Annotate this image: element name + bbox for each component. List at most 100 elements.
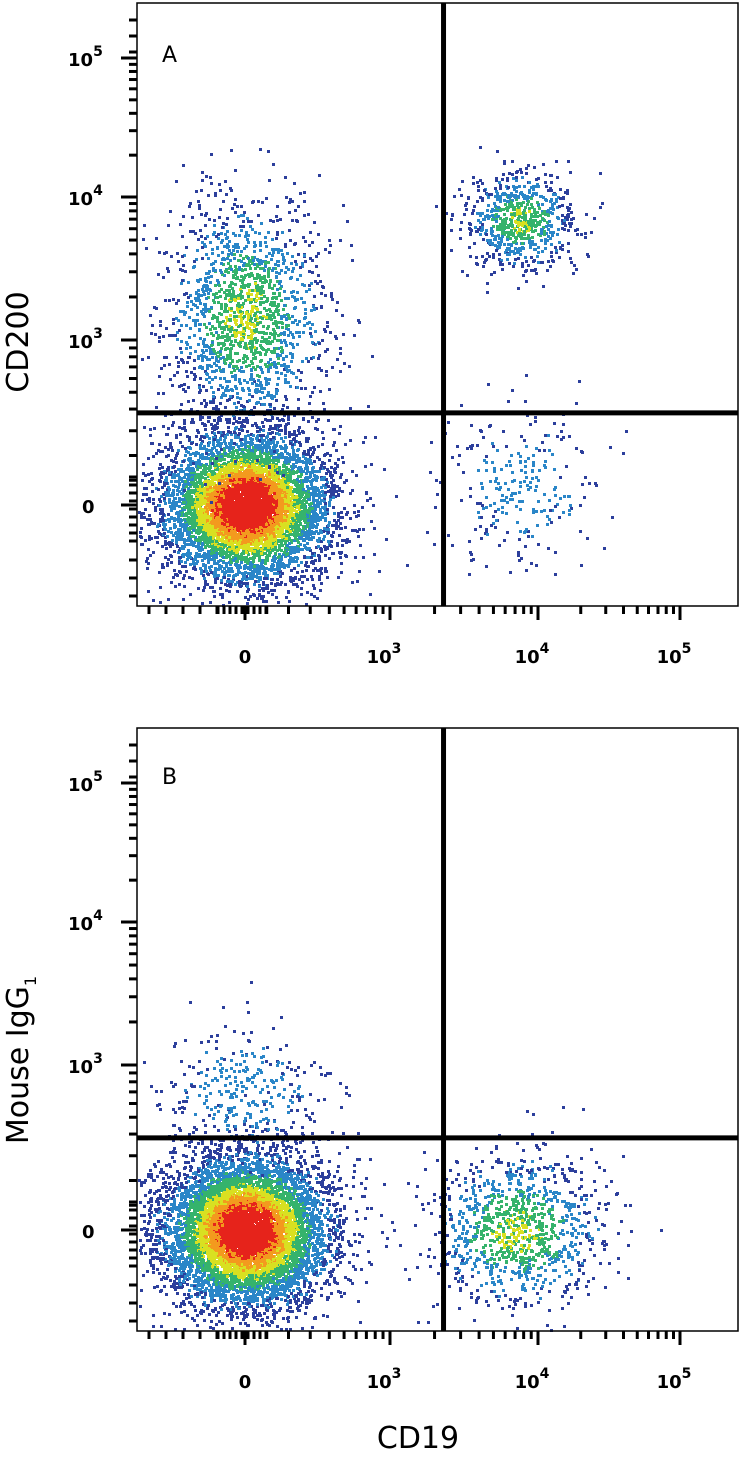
event-dot <box>283 414 286 417</box>
event-dot <box>203 552 206 555</box>
event-dot <box>308 526 311 529</box>
event-dot <box>277 528 280 531</box>
event-dot <box>189 453 192 456</box>
event-dot <box>354 556 357 559</box>
event-dot <box>275 399 278 402</box>
event-dot <box>287 528 290 531</box>
event-dot <box>285 596 288 599</box>
event-dot <box>195 545 198 548</box>
event-dot <box>241 538 244 541</box>
event-dot <box>309 475 312 478</box>
event-dot <box>150 521 153 524</box>
event-dot <box>211 427 214 430</box>
event-dot <box>357 514 360 517</box>
event-dot <box>182 470 185 473</box>
event-dot <box>273 448 276 451</box>
event-dot <box>228 601 231 604</box>
event-dot <box>217 408 220 411</box>
event-dot <box>244 532 247 535</box>
event-dot <box>207 453 210 456</box>
event-dot <box>296 483 299 486</box>
event-dot <box>374 436 377 439</box>
event-dot <box>312 512 315 515</box>
event-dot <box>246 585 249 588</box>
event-dot <box>323 476 326 479</box>
event-dot <box>178 497 181 500</box>
event-dot <box>186 478 189 481</box>
event-dot <box>178 560 181 563</box>
event-dot <box>252 560 255 563</box>
event-dot <box>282 553 285 556</box>
event-dot <box>270 503 273 506</box>
event-dot <box>228 590 231 593</box>
event-dot <box>264 483 267 486</box>
event-dot <box>229 563 232 566</box>
event-dot <box>303 497 306 500</box>
event-dot <box>155 452 158 455</box>
event-dot <box>287 415 290 418</box>
event-dot <box>325 472 328 475</box>
event-dot <box>326 481 329 484</box>
event-dot <box>225 589 228 592</box>
event-dot <box>174 485 177 488</box>
event-dot <box>243 485 246 488</box>
dot-layer-a <box>138 146 628 607</box>
event-dot <box>148 497 151 500</box>
event-dot <box>247 450 250 453</box>
event-dot <box>323 527 326 530</box>
event-dot <box>321 461 324 464</box>
event-dot <box>170 531 173 534</box>
event-dot <box>300 505 303 508</box>
event-dot <box>279 575 282 578</box>
event-dot <box>282 469 285 472</box>
event-dot <box>351 489 354 492</box>
event-dot <box>178 562 181 565</box>
event-dot <box>303 512 306 515</box>
event-dot <box>204 535 207 538</box>
event-dot <box>237 401 240 404</box>
event-dot <box>271 449 274 452</box>
event-dot <box>372 504 375 507</box>
event-dot <box>292 583 295 586</box>
event-dot <box>266 443 269 446</box>
event-dot <box>292 463 295 466</box>
event-dot <box>265 441 268 444</box>
event-dot <box>230 534 233 537</box>
event-dot <box>205 473 208 476</box>
event-dot <box>157 488 160 491</box>
event-dot <box>239 556 242 559</box>
event-dot <box>148 523 151 526</box>
event-dot <box>337 493 340 496</box>
event-dot <box>193 473 196 476</box>
event-dot <box>215 554 218 557</box>
event-dot <box>333 519 336 522</box>
event-dot <box>270 472 273 475</box>
event-dot <box>150 537 153 540</box>
event-dot <box>260 562 263 565</box>
event-dot <box>197 515 200 518</box>
event-dot <box>293 517 296 520</box>
event-dot <box>247 558 250 561</box>
event-dot <box>215 477 218 480</box>
event-dot <box>152 599 155 602</box>
event-dot <box>190 543 193 546</box>
event-dot <box>205 433 208 436</box>
event-dot <box>351 470 354 473</box>
event-dot <box>314 506 317 509</box>
event-dot <box>312 569 315 572</box>
event-dot <box>233 485 236 488</box>
event-dot <box>267 432 270 435</box>
event-dot <box>194 454 197 457</box>
event-dot <box>277 425 280 428</box>
event-dot <box>168 541 171 544</box>
event-dot <box>257 547 260 550</box>
event-dot <box>354 529 357 532</box>
event-dot <box>330 466 333 469</box>
event-dot <box>278 485 281 488</box>
event-dot <box>212 526 215 529</box>
event-dot <box>293 539 296 542</box>
event-dot <box>293 433 296 436</box>
event-dot <box>249 567 252 570</box>
event-dot <box>289 576 292 579</box>
event-dot <box>306 556 309 559</box>
